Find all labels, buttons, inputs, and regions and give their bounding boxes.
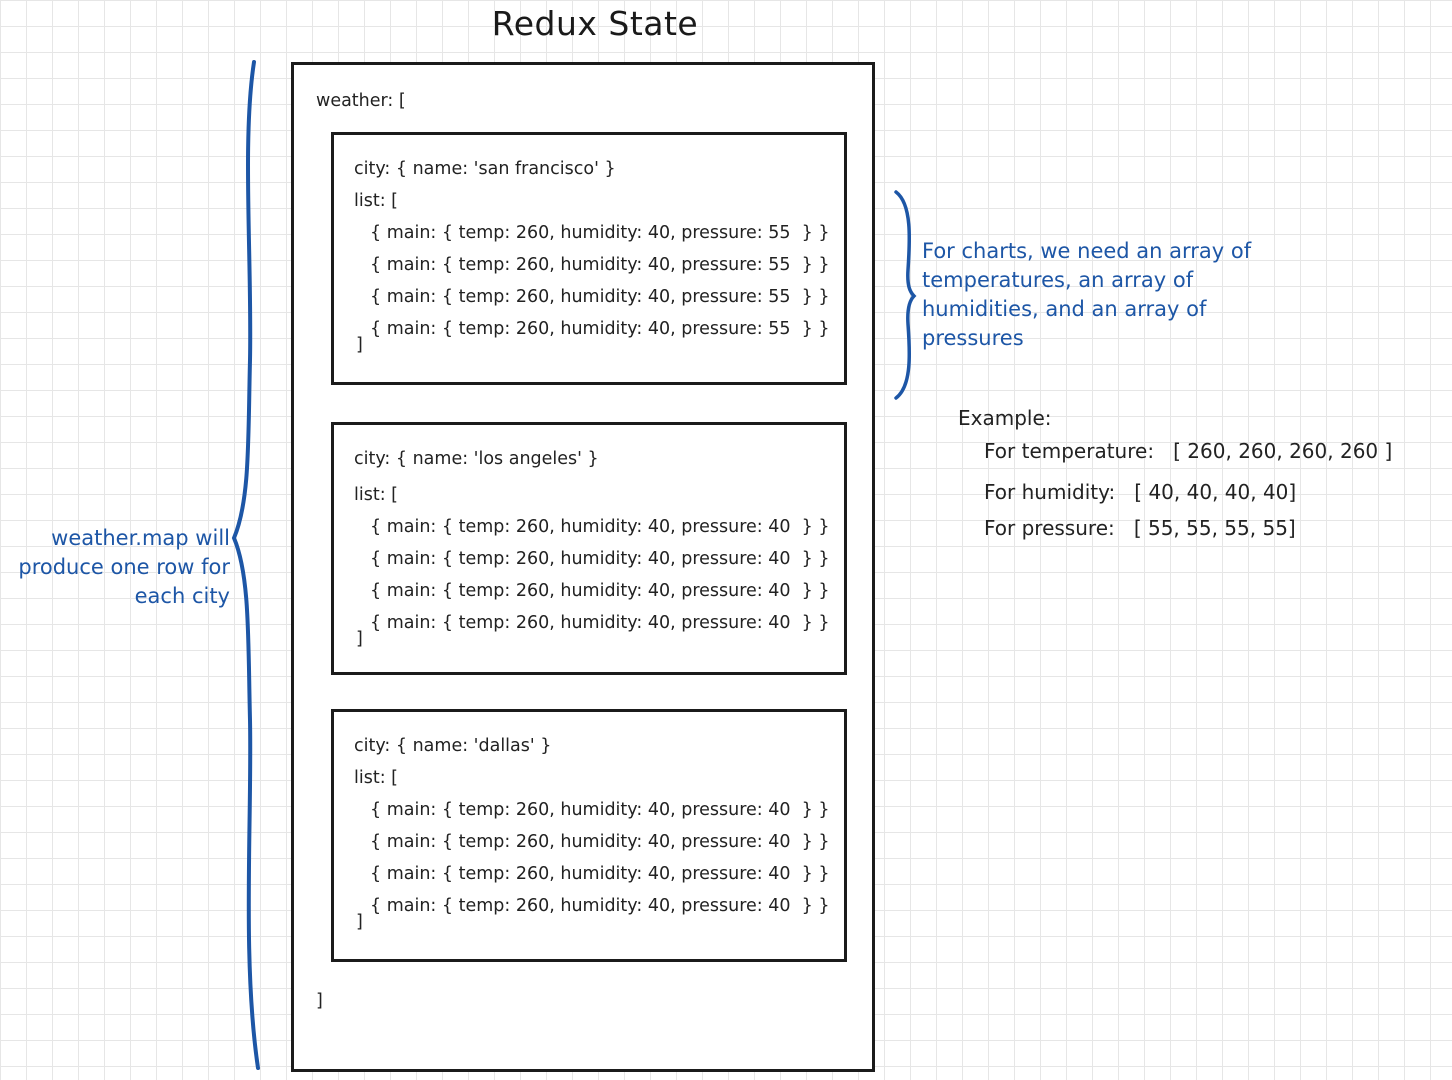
right-annotation-line: For charts, we need an array of (922, 239, 1252, 263)
example-heading: Example: (958, 406, 1052, 430)
list-entry: { main: { temp: 260, humidity: 40, press… (370, 613, 830, 633)
right-annotation-line: pressures (922, 326, 1024, 350)
list-entry: { main: { temp: 260, humidity: 40, press… (370, 800, 830, 820)
left-annotation-line: each city (134, 584, 230, 608)
list-open: list: [ (354, 768, 398, 788)
right-annotation-line: humidities, and an array of (922, 297, 1207, 321)
left-brace (231, 60, 260, 1070)
city-line: city: { name: 'los angeles' } (354, 449, 599, 469)
example-row-pressure: For pressure: [ 55, 55, 55, 55] (984, 516, 1296, 540)
weather-array-open: weather: [ (316, 91, 406, 111)
list-entry: { main: { temp: 260, humidity: 40, press… (370, 864, 830, 884)
city-line: city: { name: 'dallas' } (354, 736, 552, 756)
right-brace (894, 190, 917, 400)
list-entry: { main: { temp: 260, humidity: 40, press… (370, 223, 830, 243)
weather-state-box: weather: [ city: { name: 'san francisco'… (291, 62, 875, 1072)
example-row-temperature: For temperature: [ 260, 260, 260, 260 ] (984, 439, 1392, 463)
list-close: ] (356, 629, 363, 649)
left-annotation-line: weather.map will (51, 526, 230, 550)
example-value: [ 55, 55, 55, 55] (1133, 516, 1296, 540)
example-value: [ 260, 260, 260, 260 ] (1173, 439, 1393, 463)
list-close: ] (356, 335, 363, 355)
example-label: For pressure: (984, 516, 1115, 540)
list-entry: { main: { temp: 260, humidity: 40, press… (370, 549, 830, 569)
list-entry: { main: { temp: 260, humidity: 40, press… (370, 581, 830, 601)
weather-array-close: ] (316, 991, 323, 1011)
example-label: For humidity: (984, 480, 1116, 504)
list-entry: { main: { temp: 260, humidity: 40, press… (370, 255, 830, 275)
left-annotation-line: produce one row for (18, 555, 230, 579)
left-annotation: weather.map will produce one row for eac… (0, 524, 230, 611)
right-annotation: For charts, we need an array of temperat… (922, 237, 1302, 353)
example-label: For temperature: (984, 439, 1155, 463)
list-open: list: [ (354, 191, 398, 211)
diagram-title: Redux State (491, 4, 699, 43)
list-entry: { main: { temp: 260, humidity: 40, press… (370, 319, 830, 339)
city-line: city: { name: 'san francisco' } (354, 159, 616, 179)
city-box-san-francisco: city: { name: 'san francisco' } list: [ … (331, 132, 847, 385)
right-annotation-line: temperatures, an array of (922, 268, 1194, 292)
example-value: [ 40, 40, 40, 40] (1134, 480, 1297, 504)
list-open: list: [ (354, 485, 398, 505)
list-entry: { main: { temp: 260, humidity: 40, press… (370, 896, 830, 916)
city-box-dallas: city: { name: 'dallas' } list: [ { main:… (331, 709, 847, 962)
example-row-humidity: For humidity: [ 40, 40, 40, 40] (984, 480, 1296, 504)
list-close: ] (356, 912, 363, 932)
list-entry: { main: { temp: 260, humidity: 40, press… (370, 287, 830, 307)
list-entry: { main: { temp: 260, humidity: 40, press… (370, 832, 830, 852)
list-entry: { main: { temp: 260, humidity: 40, press… (370, 517, 830, 537)
city-box-los-angeles: city: { name: 'los angeles' } list: [ { … (331, 422, 847, 675)
